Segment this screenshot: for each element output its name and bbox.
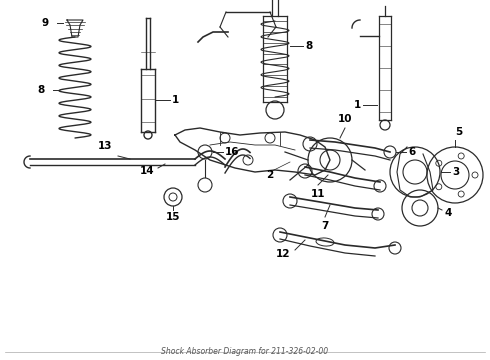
Text: 2: 2 [267,170,273,180]
Text: 16: 16 [225,147,240,157]
Text: 13: 13 [98,141,112,151]
Text: 8: 8 [305,41,312,51]
Text: 1: 1 [172,95,179,105]
Text: 9: 9 [42,18,49,28]
Text: 5: 5 [455,127,463,137]
Text: 11: 11 [311,189,325,199]
Text: Shock Absorber Diagram for 211-326-02-00: Shock Absorber Diagram for 211-326-02-00 [161,347,329,356]
Text: 14: 14 [139,166,154,176]
Text: 4: 4 [444,208,451,218]
Text: 6: 6 [408,147,415,157]
Text: 3: 3 [452,167,459,177]
Text: 1: 1 [354,100,361,110]
Text: 15: 15 [166,212,180,222]
Text: 10: 10 [338,114,352,124]
Text: 12: 12 [275,249,290,259]
Text: 7: 7 [321,221,329,231]
Text: 8: 8 [38,85,45,95]
